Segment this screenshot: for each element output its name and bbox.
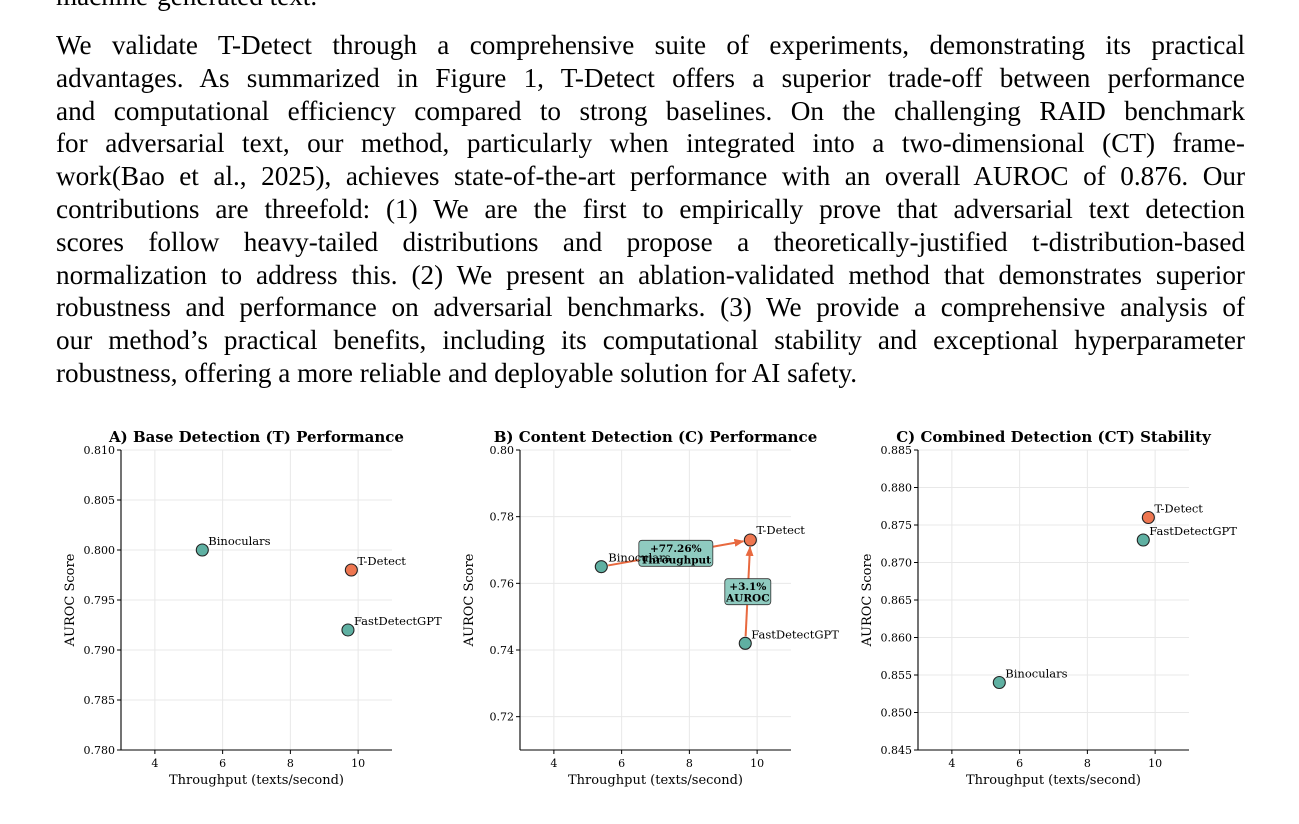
point-label: T-Detect: [1154, 502, 1203, 516]
paragraph-line: robustness and performance on adversaria…: [56, 292, 1245, 323]
y-tick-label: 0.860: [881, 632, 913, 645]
point-fastdetectgpt: [341, 623, 355, 637]
paragraph-line: scores follow heavy-tailed distributions…: [56, 226, 1245, 257]
point-label: T-Detect: [357, 554, 406, 568]
point-binoculars: [594, 560, 608, 574]
x-tick-label: 4: [948, 757, 955, 770]
paragraph-line: work(Bao et al., 2025), achieves state-o…: [56, 161, 1245, 192]
paragraph-line: our method’s practical benefits, includi…: [56, 325, 1245, 356]
x-tick-label: 4: [151, 757, 158, 770]
annotation-box: [724, 578, 772, 606]
y-tick-label: 0.875: [881, 519, 913, 532]
y-tick-label: 0.790: [84, 644, 116, 657]
paragraph-line: We validate T-Detect through a comprehen…: [56, 30, 1245, 60]
x-tick-label: 8: [1084, 757, 1091, 770]
y-tick-label: 0.800: [84, 544, 116, 557]
point-binoculars: [195, 543, 209, 557]
chart-panel-a: 4 6 8 10 0.780 0.785 0.790 0.795 0.800 0.805 0.810…: [63, 428, 442, 788]
point-t-detect: [1141, 510, 1155, 525]
point-binoculars: [992, 675, 1006, 690]
y-tick-label: 0.795: [84, 594, 116, 607]
y-tick-label: 0.780: [84, 744, 116, 757]
x-axis-label: Throughput (texts/second): [568, 773, 743, 788]
point-label: FastDetectGPT: [1149, 524, 1237, 538]
paragraph-line: for adversarial text, our method, partic…: [56, 128, 1245, 159]
point-label: FastDetectGPT: [354, 614, 442, 628]
chart-title: C) Combined Detection (CT) Stability: [896, 428, 1212, 446]
y-tick-label: 0.810: [84, 444, 116, 457]
paragraph-line: contributions are threefold: (1) We are …: [56, 193, 1245, 224]
point-fastdetectgpt: [738, 636, 752, 650]
y-tick-label: 0.805: [84, 494, 116, 507]
x-tick-label: 10: [750, 757, 764, 770]
y-tick-label: 0.785: [84, 694, 116, 707]
chart-panel-b: 4 6 8 10 0.72 0.74 0.76 0.78 0.80B) Content Dete…: [462, 428, 839, 788]
annotation-line: +77.26%: [650, 543, 702, 555]
y-tick-label: 0.885: [881, 444, 913, 457]
paragraph-line: machine-generated text.: [56, 0, 1245, 13]
x-axis-label: Throughput (texts/second): [966, 773, 1141, 788]
annotation-line: Throughput: [641, 554, 712, 566]
point-label: T-Detect: [756, 523, 805, 537]
x-tick-label: 6: [219, 757, 226, 770]
chart-title: B) Content Detection (C) Performance: [494, 428, 818, 446]
y-tick-label: 0.72: [490, 711, 515, 724]
y-tick-label: 0.80: [490, 444, 515, 457]
point-label: FastDetectGPT: [751, 627, 839, 641]
annotation-box: [638, 539, 714, 567]
y-tick-label: 0.870: [881, 557, 913, 570]
y-tick-label: 0.855: [881, 669, 913, 682]
y-tick-label: 0.880: [881, 482, 913, 495]
annotation-line: AUROC: [725, 593, 770, 605]
y-tick-label: 0.74: [490, 644, 515, 657]
point-fastdetectgpt: [1136, 533, 1150, 547]
paragraph-line: robustness, offering a more reliable and…: [56, 357, 858, 388]
previous-paragraph-tail: machine-generated text.: [56, 0, 1245, 13]
point-t-detect: [344, 563, 358, 577]
y-axis-label: AUROC Score: [860, 553, 875, 647]
chart-panel-c: 4 6 8 10 0.845 0.850 0.855 0.860 0.865 0.870 0.875…: [860, 428, 1237, 788]
paragraph-line: normalization to address this. (2) We pr…: [56, 259, 1245, 290]
y-tick-label: 0.76: [490, 577, 515, 590]
x-tick-label: 6: [1016, 757, 1023, 770]
x-tick-label: 6: [618, 757, 625, 770]
point-label: Binoculars: [1005, 667, 1067, 681]
y-tick-label: 0.78: [490, 511, 515, 524]
x-tick-label: 10: [351, 757, 365, 770]
point-label: Binoculars: [608, 551, 670, 565]
y-tick-label: 0.845: [881, 744, 913, 757]
chart-title: A) Base Detection (T) Performance: [108, 428, 404, 446]
x-tick-label: 8: [287, 757, 294, 770]
point-label: Binoculars: [208, 534, 270, 548]
body-paragraph: We validate T-Detect through a comprehen…: [56, 29, 1245, 390]
x-tick-label: 8: [686, 757, 693, 770]
x-tick-label: 4: [550, 757, 557, 770]
point-t-detect: [743, 533, 757, 547]
paragraph-line: advantages. As summarized in Figure 1, T…: [56, 62, 1245, 93]
annotation-line: +3.1%: [729, 581, 766, 593]
y-tick-label: 0.865: [881, 594, 913, 607]
paragraph-line: and computational efficiency compared to…: [56, 95, 1245, 126]
x-axis-label: Throughput (texts/second): [169, 773, 344, 788]
y-axis-label: AUROC Score: [462, 553, 477, 647]
y-tick-label: 0.850: [881, 707, 913, 720]
x-tick-label: 10: [1148, 757, 1162, 770]
y-axis-label: AUROC Score: [63, 553, 78, 647]
